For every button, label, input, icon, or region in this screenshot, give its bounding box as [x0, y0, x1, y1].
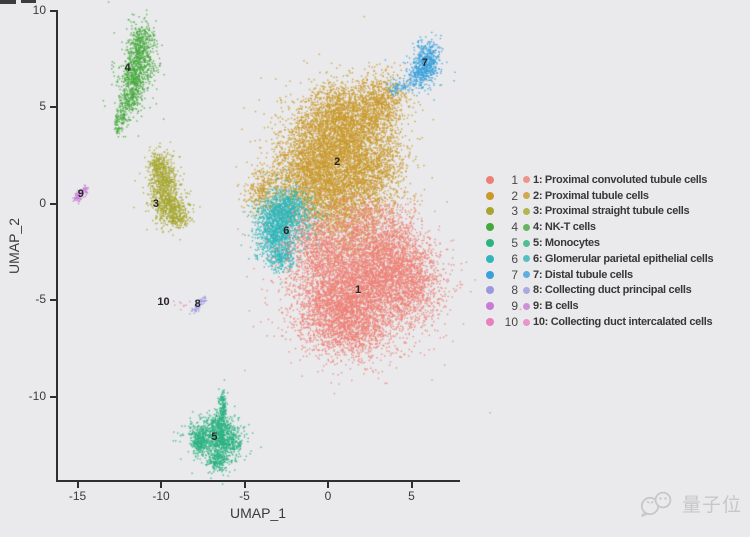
legend-dot-name [523, 176, 530, 184]
cluster-label-3: 3 [152, 197, 160, 210]
legend-dot-name [523, 255, 530, 263]
qbitai-logo-icon [640, 491, 672, 517]
legend-row: 2 2: Proximal tubule cells [486, 188, 713, 204]
legend-cluster-number: 7 [511, 267, 518, 282]
x-tick-mark [76, 482, 79, 488]
legend-dot-number [486, 175, 494, 184]
y-tick-mark [50, 202, 56, 205]
y-axis-line [56, 10, 58, 482]
x-tick-mark [327, 482, 329, 488]
legend-cluster-number: 3 [511, 204, 518, 219]
y-tick-mark [50, 106, 56, 108]
cluster-label-8: 8 [194, 297, 201, 310]
legend-dot-name [523, 271, 530, 279]
legend-row: 3 3: Proximal straight tubule cells [486, 204, 713, 220]
legend-cluster-number: 9 [511, 299, 518, 314]
cluster-label-2: 2 [334, 156, 341, 168]
legend-row: 9 9: B cells [486, 298, 713, 314]
x-tick-label: -10 [152, 489, 170, 503]
x-tick-label: -5 [239, 489, 250, 503]
x-tick-label: -15 [68, 489, 87, 503]
legend-cluster-number: 4 [511, 220, 518, 235]
cluster-label-1: 1 [354, 284, 362, 297]
legend-row: 1 1: Proximal convoluted tubule cells [486, 172, 713, 188]
legend-cluster-label: 7: Distal tubule cells [533, 268, 633, 281]
x-tick-mark [243, 482, 246, 488]
legend-dot-name [523, 318, 530, 326]
legend-cluster-label: 1: Proximal convoluted tubule cells [533, 173, 708, 186]
legend-dot-name [523, 302, 530, 310]
legend-cluster-label: 3: Proximal straight tubule cells [533, 205, 690, 218]
legend-dot-number [486, 286, 494, 295]
x-tick-label: 5 [408, 489, 415, 503]
y-axis-title: UMAP_2 [6, 217, 22, 275]
legend-row: 5 5: Monocytes [486, 235, 713, 251]
x-axis-title: UMAP_1 [229, 505, 287, 521]
legend-dot-number [486, 223, 494, 232]
legend-cluster-label: 5: Monocytes [533, 237, 600, 250]
y-tick-label: 10 [32, 2, 46, 17]
y-tick-mark [50, 9, 56, 12]
legend-dot-number [486, 318, 494, 327]
cluster-label-5: 5 [211, 431, 218, 444]
watermark: 量子位 [639, 489, 742, 517]
y-tick-label: -10 [28, 388, 46, 403]
legend-cluster-number: 2 [511, 188, 518, 203]
x-tick-label: 0 [324, 489, 332, 503]
legend-dot-name [523, 223, 530, 231]
legend-dot-number [486, 254, 494, 263]
legend-dot-number [486, 207, 494, 216]
watermark-text: 量子位 [681, 494, 742, 516]
legend-dot-name [523, 192, 530, 200]
y-tick-mark [50, 395, 56, 398]
x-axis-line [56, 480, 460, 482]
legend-cluster-number: 6 [511, 251, 518, 266]
legend-dot-name [523, 286, 530, 294]
legend-cluster-label: 10: Collecting duct intercalated cells [533, 316, 713, 329]
cluster-label-9: 9 [77, 187, 84, 200]
legend-dot-number [486, 270, 494, 279]
cluster-label-4: 4 [124, 62, 131, 75]
legend-row: 6 6: Glomerular parietal epithelial cells [486, 251, 714, 267]
legend-row: 8 8: Collecting duct principal cells [486, 283, 713, 299]
cluster-label-6: 6 [283, 224, 290, 237]
cluster-label-10: 10 [157, 295, 170, 308]
legend: 1 1: Proximal convoluted tubule cells 2 2: … [486, 172, 714, 330]
x-tick-mark [160, 482, 162, 488]
legend-dot-name [523, 207, 530, 215]
legend-dot-number [486, 239, 494, 248]
legend-cluster-number: 8 [511, 283, 518, 298]
legend-cluster-label: 4: NK-T cells [533, 221, 596, 234]
legend-row: 4 4: NK-T cells [486, 219, 713, 235]
legend-row: 10 10: Collecting duct intercalated cells [486, 314, 713, 330]
legend-cluster-label: 9: B cells [533, 300, 579, 313]
legend-dot-name [523, 239, 530, 247]
y-tick-mark [50, 299, 56, 301]
legend-cluster-number: 5 [511, 236, 518, 251]
legend-dot-number [486, 191, 494, 200]
legend-cluster-label: 2: Proximal tubule cells [533, 189, 649, 202]
legend-cluster-label: 6: Glomerular parietal epithelial cells [533, 252, 714, 265]
legend-cluster-number: 10 [504, 315, 518, 330]
y-tick-label: -5 [35, 292, 46, 306]
legend-dot-number [486, 302, 494, 311]
y-tick-label: 5 [39, 99, 46, 113]
legend-cluster-number: 1 [511, 172, 518, 187]
y-tick-label: 0 [39, 195, 46, 210]
legend-row: 7 7: Distal tubule cells [486, 267, 713, 283]
x-tick-mark [410, 482, 413, 488]
cluster-label-7: 7 [421, 56, 428, 69]
legend-cluster-label: 8: Collecting duct principal cells [533, 284, 692, 297]
